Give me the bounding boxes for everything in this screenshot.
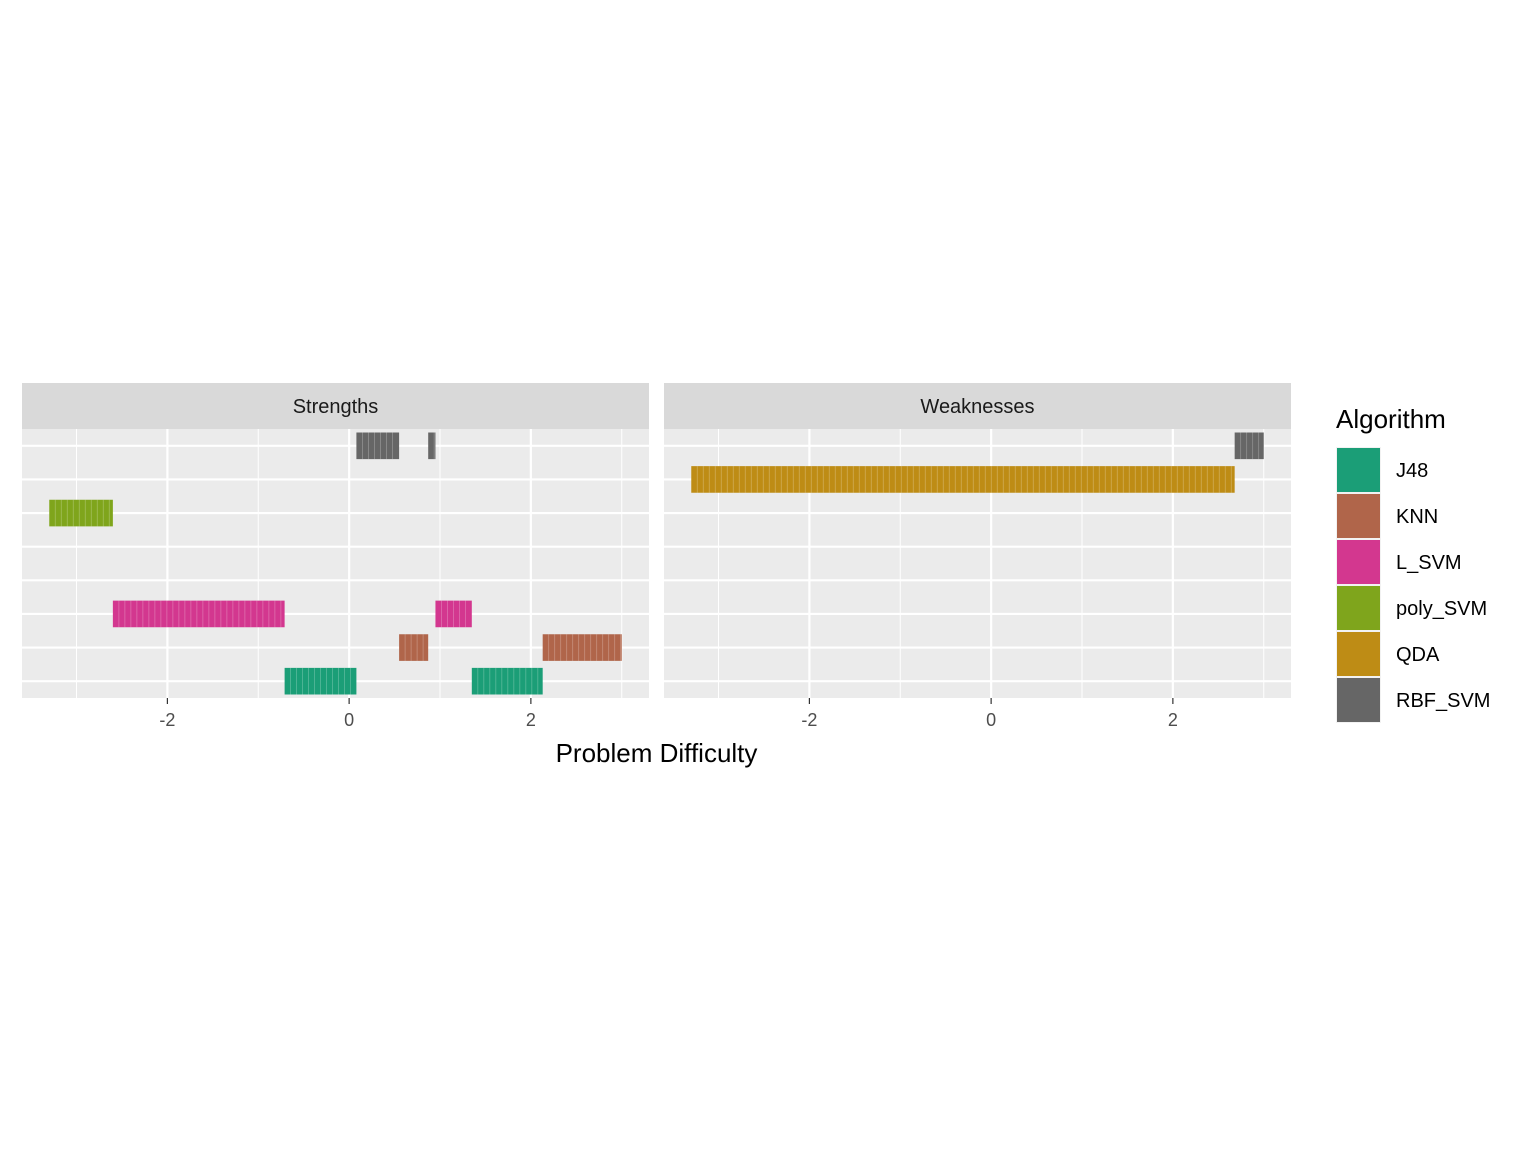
- legend-label: poly_SVM: [1396, 598, 1487, 620]
- bar-j48: [471, 667, 543, 695]
- bar-rbf-svm: [356, 432, 400, 460]
- bar-l-svm: [435, 600, 472, 628]
- facet-strip: [22, 383, 649, 429]
- bar-poly-svm: [49, 499, 113, 527]
- x-tick-label: -2: [801, 710, 817, 730]
- x-axis-label: Problem Difficulty: [556, 738, 758, 768]
- legend-key-j48: [1337, 448, 1380, 492]
- x-tick-label: 2: [1168, 710, 1178, 730]
- bar-knn: [542, 634, 622, 661]
- legend-title: Algorithm: [1336, 404, 1446, 434]
- legend-label: KNN: [1396, 506, 1438, 528]
- legend-label: QDA: [1396, 644, 1440, 666]
- bar-j48: [284, 667, 357, 695]
- facet-title: Weaknesses: [920, 396, 1034, 418]
- x-tick-label: 0: [344, 710, 354, 730]
- x-tick-label: -2: [159, 710, 175, 730]
- facet-title: Strengths: [293, 396, 379, 418]
- legend-label: L_SVM: [1396, 552, 1462, 574]
- legend-label: J48: [1396, 460, 1428, 482]
- legend-key-rbf-svm: [1337, 678, 1380, 722]
- bar-l-svm: [112, 600, 285, 628]
- bar-knn: [399, 634, 429, 661]
- bar-rbf-svm: [428, 432, 436, 460]
- legend-label: RBF_SVM: [1396, 690, 1490, 712]
- facet-strip: [664, 383, 1291, 429]
- bar-rbf-svm: [1234, 432, 1264, 460]
- legend-key-qda: [1337, 632, 1380, 676]
- legend-key-knn: [1337, 494, 1380, 538]
- bar-qda: [691, 466, 1235, 493]
- legend-key-l-svm: [1337, 540, 1380, 584]
- x-tick-label: 0: [986, 710, 996, 730]
- x-tick-label: 2: [526, 710, 536, 730]
- legend-key-poly-svm: [1337, 586, 1380, 630]
